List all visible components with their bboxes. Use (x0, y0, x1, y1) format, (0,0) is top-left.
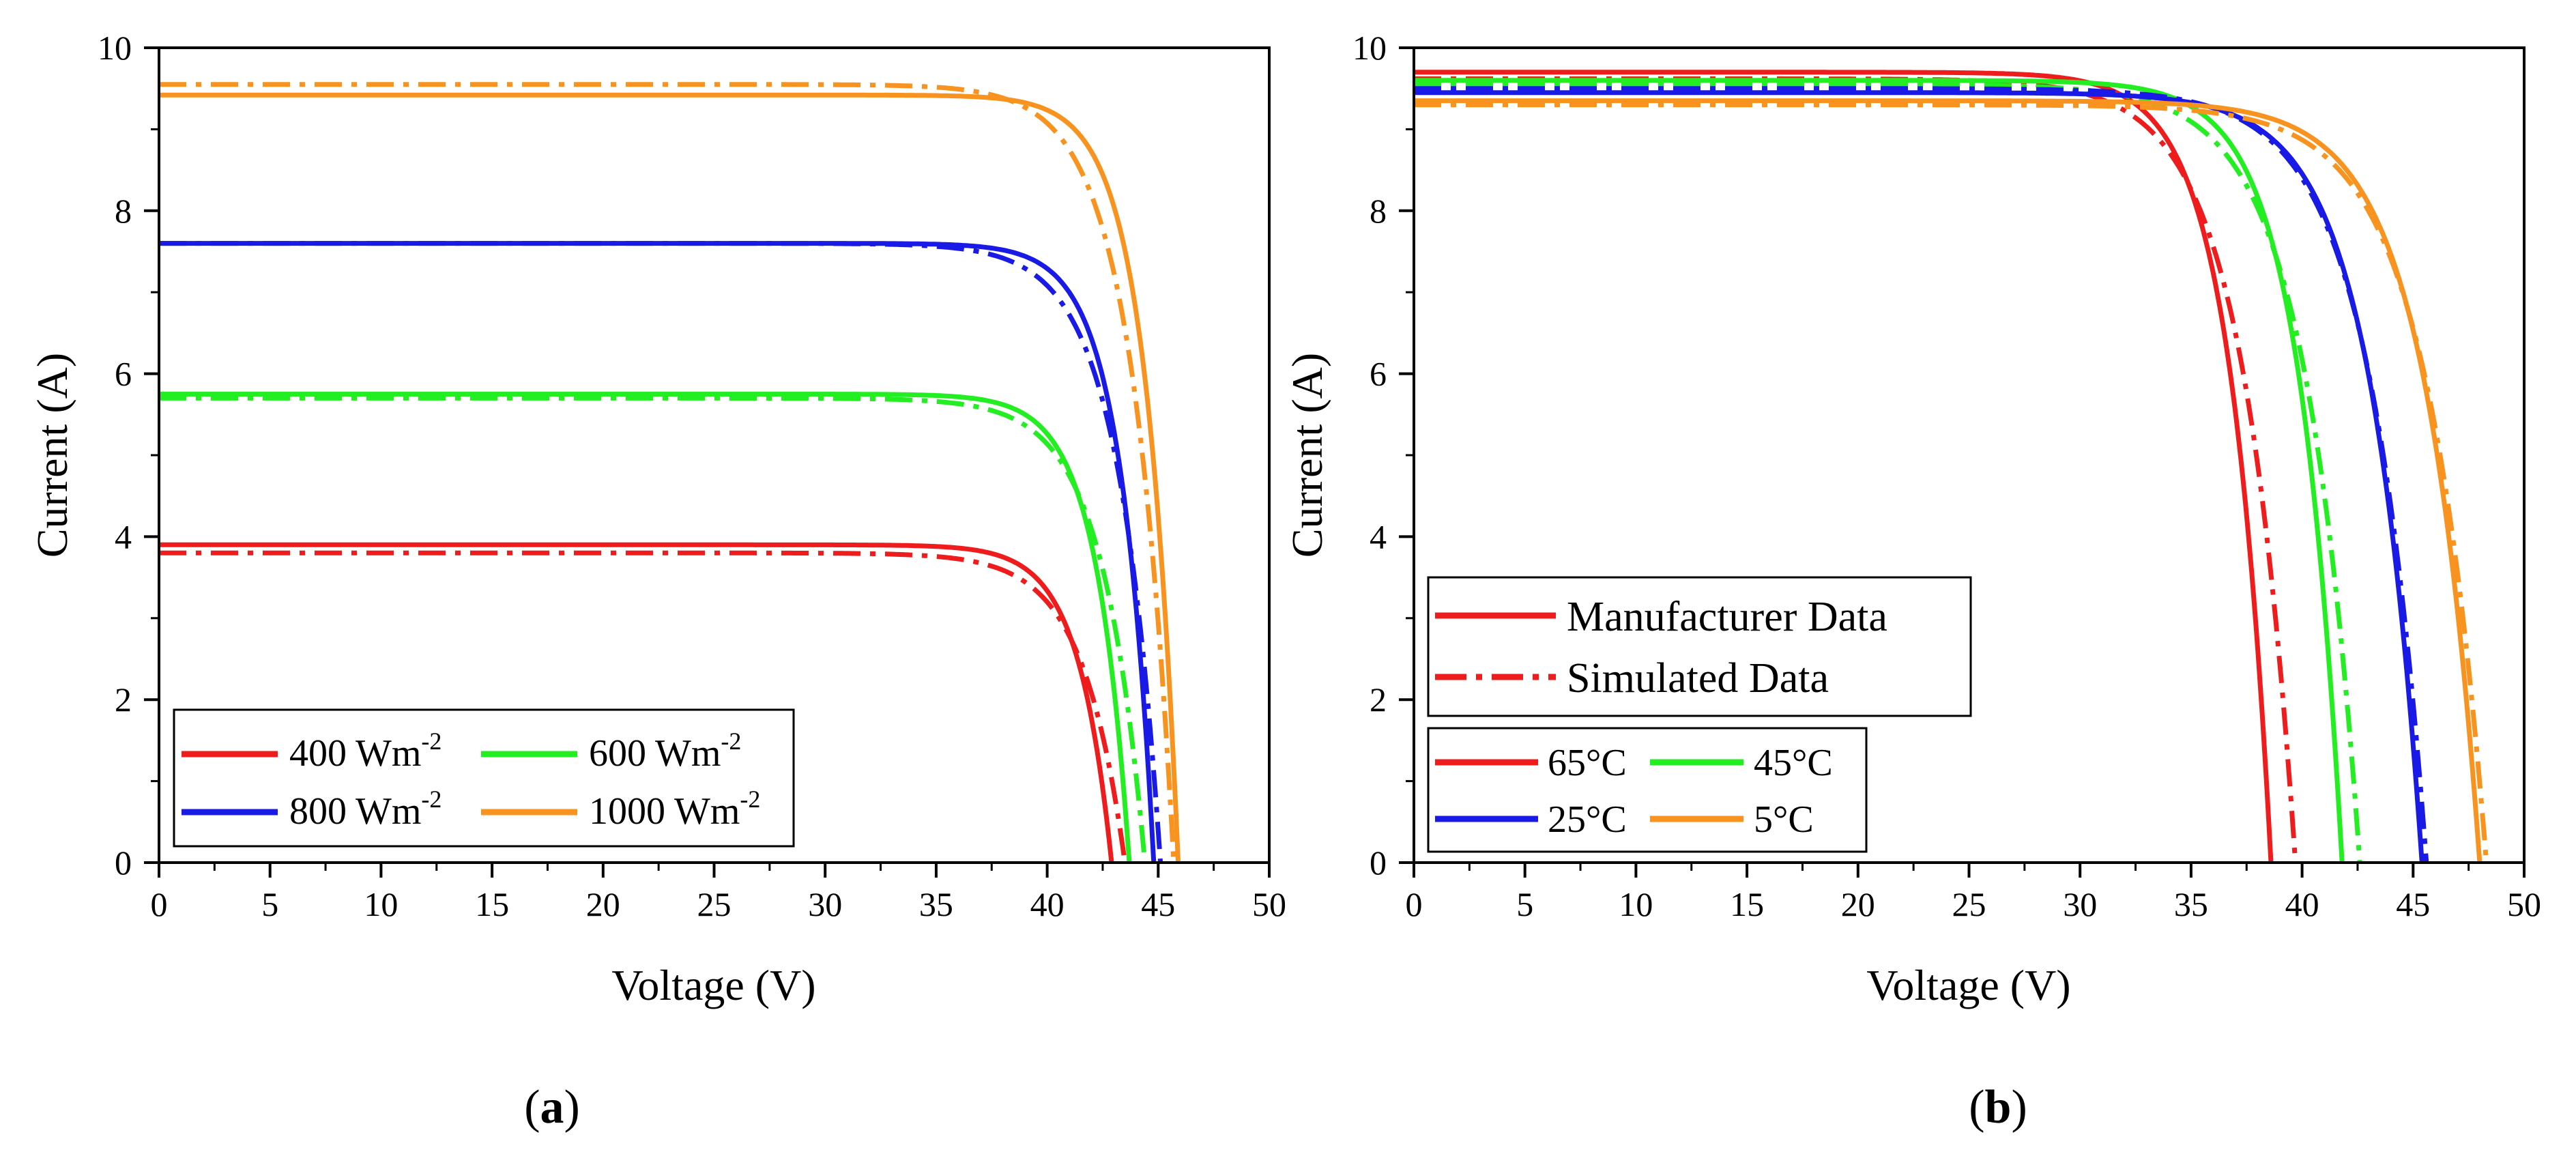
y-tick-label-b-4: 8 (1370, 192, 1387, 230)
iv-curve-a-5 (159, 241, 1163, 863)
legend-label-a-0: 400 Wm-2 (289, 727, 442, 775)
y-tick-label-b-3: 6 (1370, 355, 1387, 393)
curves-panel-b (1413, 70, 2489, 863)
legend-label-a-3: 1000 Wm-2 (589, 785, 760, 833)
legend-style-label-simulated: Simulated Data (1567, 655, 1829, 702)
legend-temp-panel-b: 65°C 45°C 25°C 5°C (1427, 727, 1868, 853)
y-tick-label-b-0: 0 (1370, 843, 1387, 882)
x-tick-label-a-6: 30 (808, 885, 842, 923)
x-tick-label-b-4: 20 (1841, 885, 1875, 923)
x-tick-label-a-2: 10 (364, 885, 398, 923)
x-tick-label-b-8: 40 (2285, 885, 2319, 923)
legend-style-label-manufacturer: Manufacturer Data (1567, 594, 1887, 640)
x-tick-label-b-1: 5 (1516, 885, 1533, 923)
y-tick-label-a-4: 8 (115, 192, 132, 230)
x-tick-label-a-9: 45 (1141, 885, 1175, 923)
x-tick-label-b-9: 45 (2396, 885, 2430, 923)
iv-curve-a-2 (159, 392, 1132, 863)
x-tick-label-a-10: 50 (1252, 885, 1286, 923)
x-tick-label-a-4: 20 (586, 885, 620, 923)
iv-curve-b-0 (1413, 70, 2274, 863)
x-tick-label-b-10: 50 (2507, 885, 2541, 923)
iv-curve-a-0 (159, 542, 1114, 863)
iv-curve-b-3 (1414, 82, 2362, 863)
x-axis-title-b: Voltage (V) (1866, 961, 2070, 1009)
legend-temp-label-1: 45°C (1754, 742, 1833, 784)
x-tick-label-b-6: 30 (2063, 885, 2097, 923)
iv-curve-a-3 (159, 395, 1148, 863)
y-tick-label-a-5: 10 (98, 29, 132, 67)
y-tick-label-a-2: 4 (115, 517, 132, 556)
panel-label-a: (a) (524, 1081, 580, 1134)
legend-temp-label-0: 65°C (1548, 742, 1627, 784)
x-tick-label-a-8: 40 (1030, 885, 1065, 923)
legend-label-a-2: 800 Wm-2 (289, 785, 442, 833)
x-axis-title-a: Voltage (V) (611, 961, 815, 1009)
legend-label-a-1: 600 Wm-2 (589, 727, 741, 775)
legend-box-a (173, 708, 795, 848)
ticks-panel-b: 0 5 10 15 20 25 30 35 40 45 50 0 2 4 6 8 10 (1352, 29, 2541, 923)
x-tick-label-a-1: 5 (261, 885, 278, 923)
legend-temp-box-b (1427, 727, 1868, 853)
y-tick-label-a-0: 0 (115, 843, 132, 882)
legend-panel-a: 400 Wm-2 600 Wm-2 800 Wm-2 1000 Wm-2 (173, 708, 795, 848)
x-tick-label-a-5: 25 (697, 885, 732, 923)
y-axis-title-b: Current (A) (1283, 353, 1331, 558)
iv-curve-b-5 (1414, 86, 2429, 863)
panel-label-b: (b) (1969, 1081, 2027, 1134)
iv-curve-a-7 (159, 82, 1176, 863)
panel-label-a-letter: a (540, 1081, 564, 1134)
y-tick-label-a-1: 2 (115, 680, 132, 719)
curves-panel-a (159, 82, 1181, 863)
iv-curve-b-6 (1414, 98, 2483, 863)
legend-temp-label-3: 5°C (1754, 798, 1814, 841)
y-tick-label-a-3: 6 (115, 355, 132, 393)
x-tick-label-a-7: 35 (919, 885, 953, 923)
x-tick-label-b-5: 25 (1952, 885, 1986, 923)
y-tick-label-b-2: 4 (1370, 517, 1387, 556)
x-tick-label-b-7: 35 (2174, 885, 2208, 923)
legend-style-box-b (1427, 576, 1972, 717)
y-tick-label-b-5: 10 (1352, 29, 1387, 67)
x-tick-label-b-3: 15 (1730, 885, 1764, 923)
legend-style-panel-b: Manufacturer Data Simulated Data (1427, 576, 1972, 717)
x-tick-label-b-0: 0 (1406, 885, 1423, 923)
ticks-panel-a: 0 5 10 15 20 25 30 35 40 45 50 0 2 4 6 8 10 (98, 29, 1286, 923)
y-axis-title-a: Current (A) (28, 353, 76, 558)
x-tick-label-a-3: 15 (475, 885, 509, 923)
x-tick-label-b-2: 10 (1619, 885, 1653, 923)
y-tick-label-b-1: 2 (1370, 680, 1387, 719)
legend-temp-label-2: 25°C (1548, 798, 1627, 841)
iv-curve-b-7 (1414, 102, 2489, 863)
iv-curve-a-1 (159, 550, 1127, 863)
x-tick-label-a-0: 0 (151, 885, 168, 923)
panel-label-b-letter: b (1985, 1081, 2012, 1134)
